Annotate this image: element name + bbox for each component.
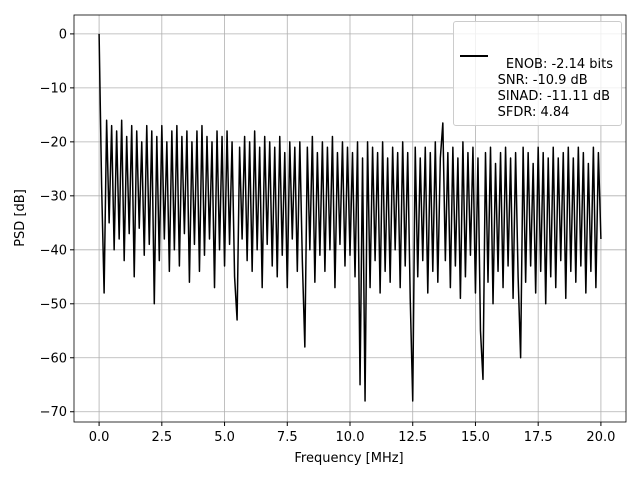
y-tick-label: −60 <box>40 351 67 366</box>
y-tick-label: −20 <box>40 135 67 150</box>
x-tick-label: 20.0 <box>586 430 615 445</box>
legend: ENOB: -2.14 bits SNR: -10.9 dB SINAD: -1… <box>452 21 622 126</box>
x-tick-label: 15.0 <box>461 430 490 445</box>
x-axis-label: Frequency [MHz] <box>294 451 403 466</box>
y-tick-label: −30 <box>40 189 67 204</box>
x-tick-label: 12.5 <box>398 430 427 445</box>
y-tick-label: −50 <box>40 297 67 312</box>
y-axis-label: PSD [dB] <box>13 189 28 247</box>
x-tick-label: 2.5 <box>151 430 172 445</box>
data-line <box>98 33 602 402</box>
y-tick-label: 0 <box>59 27 67 42</box>
x-tick-label: 17.5 <box>524 430 553 445</box>
x-tick-label: 7.5 <box>277 430 298 445</box>
y-tick-label: −40 <box>40 243 67 258</box>
x-tick-label: 10.0 <box>336 430 365 445</box>
legend-label: ENOB: -2.14 bits SNR: -10.9 dB SINAD: -1… <box>497 57 613 120</box>
y-tick-label: −70 <box>40 405 67 420</box>
legend-swatch <box>459 55 488 57</box>
plot-frame <box>73 14 627 423</box>
x-tick-label: 0.0 <box>89 430 110 445</box>
y-tick-label: −10 <box>40 81 67 96</box>
x-tick-label: 5.0 <box>214 430 235 445</box>
